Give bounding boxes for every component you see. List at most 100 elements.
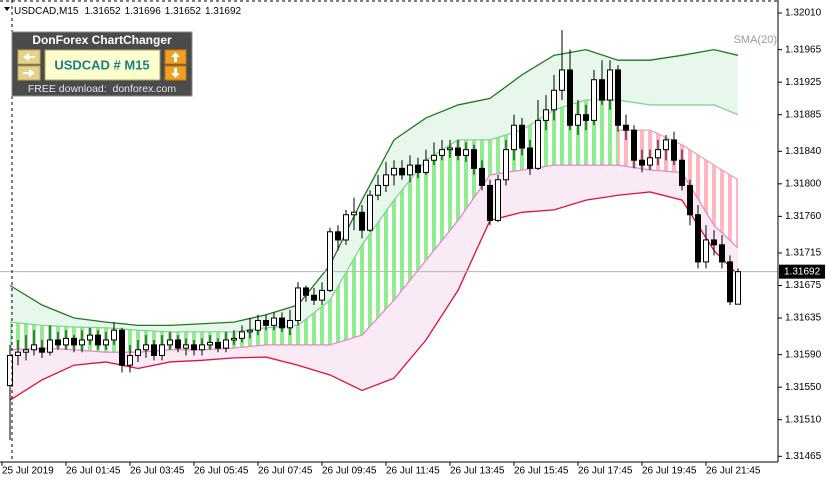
candle-body (639, 159, 645, 166)
up-arrow-icon (171, 52, 180, 62)
candle-body (359, 211, 365, 231)
x-tick-label: 26 Jul 05:45 (194, 466, 249, 477)
candle-body (679, 159, 685, 186)
candle-body (503, 149, 509, 181)
lower-fan-area (10, 165, 738, 401)
candle-body (215, 341, 221, 349)
candle-body (167, 339, 173, 346)
candle-body (575, 114, 581, 126)
candle-body (391, 167, 397, 176)
candle-body (383, 174, 389, 186)
x-tick-label: 26 Jul 01:45 (66, 466, 121, 477)
x-tick-label: 26 Jul 19:45 (642, 466, 697, 477)
candle-body (335, 231, 341, 241)
y-tick-label: 1.31465 (785, 451, 822, 462)
right-arrow-icon (23, 69, 35, 77)
candle-body (463, 149, 469, 156)
candle-body (39, 347, 45, 353)
y-tick-label: 1.31550 (785, 382, 822, 393)
candle-body (479, 167, 485, 186)
candle-body (663, 139, 669, 151)
candle-body (319, 289, 325, 301)
candle-body (511, 124, 517, 151)
candle-body (135, 349, 141, 356)
candle-body (671, 139, 677, 161)
candle-body (119, 329, 125, 366)
candle-body (735, 271, 741, 305)
widget-footer[interactable]: FREE download: donforex.com (28, 83, 176, 95)
candle-body (567, 69, 573, 126)
candle-body (455, 147, 461, 156)
candle-body (527, 147, 533, 169)
candle-body (103, 339, 109, 346)
chart-title: USDCAD,M15 (14, 6, 79, 17)
upper-fan-area (10, 49, 738, 332)
x-tick-label: 26 Jul 13:45 (450, 466, 505, 477)
candle-body (343, 214, 349, 241)
candle-body (47, 339, 53, 353)
band-line (618, 129, 739, 181)
candle-body (15, 351, 21, 356)
candle-body (631, 129, 637, 161)
y-tick-label: 1.32010 (785, 8, 822, 19)
menu-arrow[interactable] (4, 7, 10, 11)
plot-area (0, 30, 778, 441)
candle-body (535, 119, 541, 169)
candle-body (599, 79, 605, 101)
candle-body (55, 339, 61, 346)
candle-body (695, 214, 701, 263)
candle-body (295, 287, 301, 321)
indicator-label: SMA(20) (734, 34, 777, 46)
candle-body (31, 344, 37, 351)
candle-body (399, 167, 405, 176)
candle-body (615, 69, 621, 126)
y-tick-label: 1.31840 (785, 146, 822, 157)
candle-body (63, 337, 69, 346)
candle-body (79, 339, 85, 346)
candle-body (551, 89, 557, 111)
candle-body (327, 231, 333, 291)
candle-body (607, 69, 613, 101)
x-tick-label: 26 Jul 15:45 (514, 466, 569, 477)
current-price-label: 1.31692 (784, 266, 821, 277)
candle-body (175, 339, 181, 349)
candle-body (23, 349, 29, 353)
candle-body (495, 179, 501, 221)
current-price-box (779, 264, 825, 279)
candle-body (431, 154, 437, 161)
chart-header: USDCAD,M15 1.31652 1.31696 1.31652 1.31692 (14, 6, 242, 17)
x-tick-label: 26 Jul 21:45 (706, 466, 761, 477)
y-tick-label: 1.31715 (785, 248, 822, 259)
band-line (9, 48, 739, 327)
candle-body (471, 149, 477, 169)
left-arrow-icon (23, 53, 35, 61)
candle-body (143, 344, 149, 351)
candle-body (559, 69, 565, 91)
candle-body (311, 294, 317, 301)
x-tick-label: 26 Jul 17:45 (578, 466, 633, 477)
x-tick-label: 25 Jul 2019 (2, 466, 54, 477)
down-arrow-icon (171, 68, 180, 78)
symbol-box[interactable] (44, 49, 161, 81)
candle-body (423, 159, 429, 173)
band-line (9, 164, 739, 353)
candle-body (239, 331, 245, 339)
candle-body (191, 344, 197, 351)
candle-body (351, 211, 357, 216)
candle-body (439, 149, 445, 156)
header-open: 1.31652 (84, 6, 121, 17)
y-tick-label: 1.31925 (785, 77, 822, 88)
candle-body (583, 114, 589, 121)
candle-body (7, 354, 13, 387)
candle-body (127, 354, 133, 366)
candle-body (703, 239, 709, 263)
candle-body (519, 124, 525, 149)
candle-body (367, 194, 373, 231)
x-tick-label: 26 Jul 11:45 (386, 466, 440, 477)
candle-body (543, 109, 549, 121)
candle-body (151, 344, 157, 356)
chart-changer-widget: DonForex ChartChanger USDCAD # M15 FREE … (11, 31, 193, 97)
candle-body (711, 239, 717, 246)
candle-body (687, 184, 693, 216)
